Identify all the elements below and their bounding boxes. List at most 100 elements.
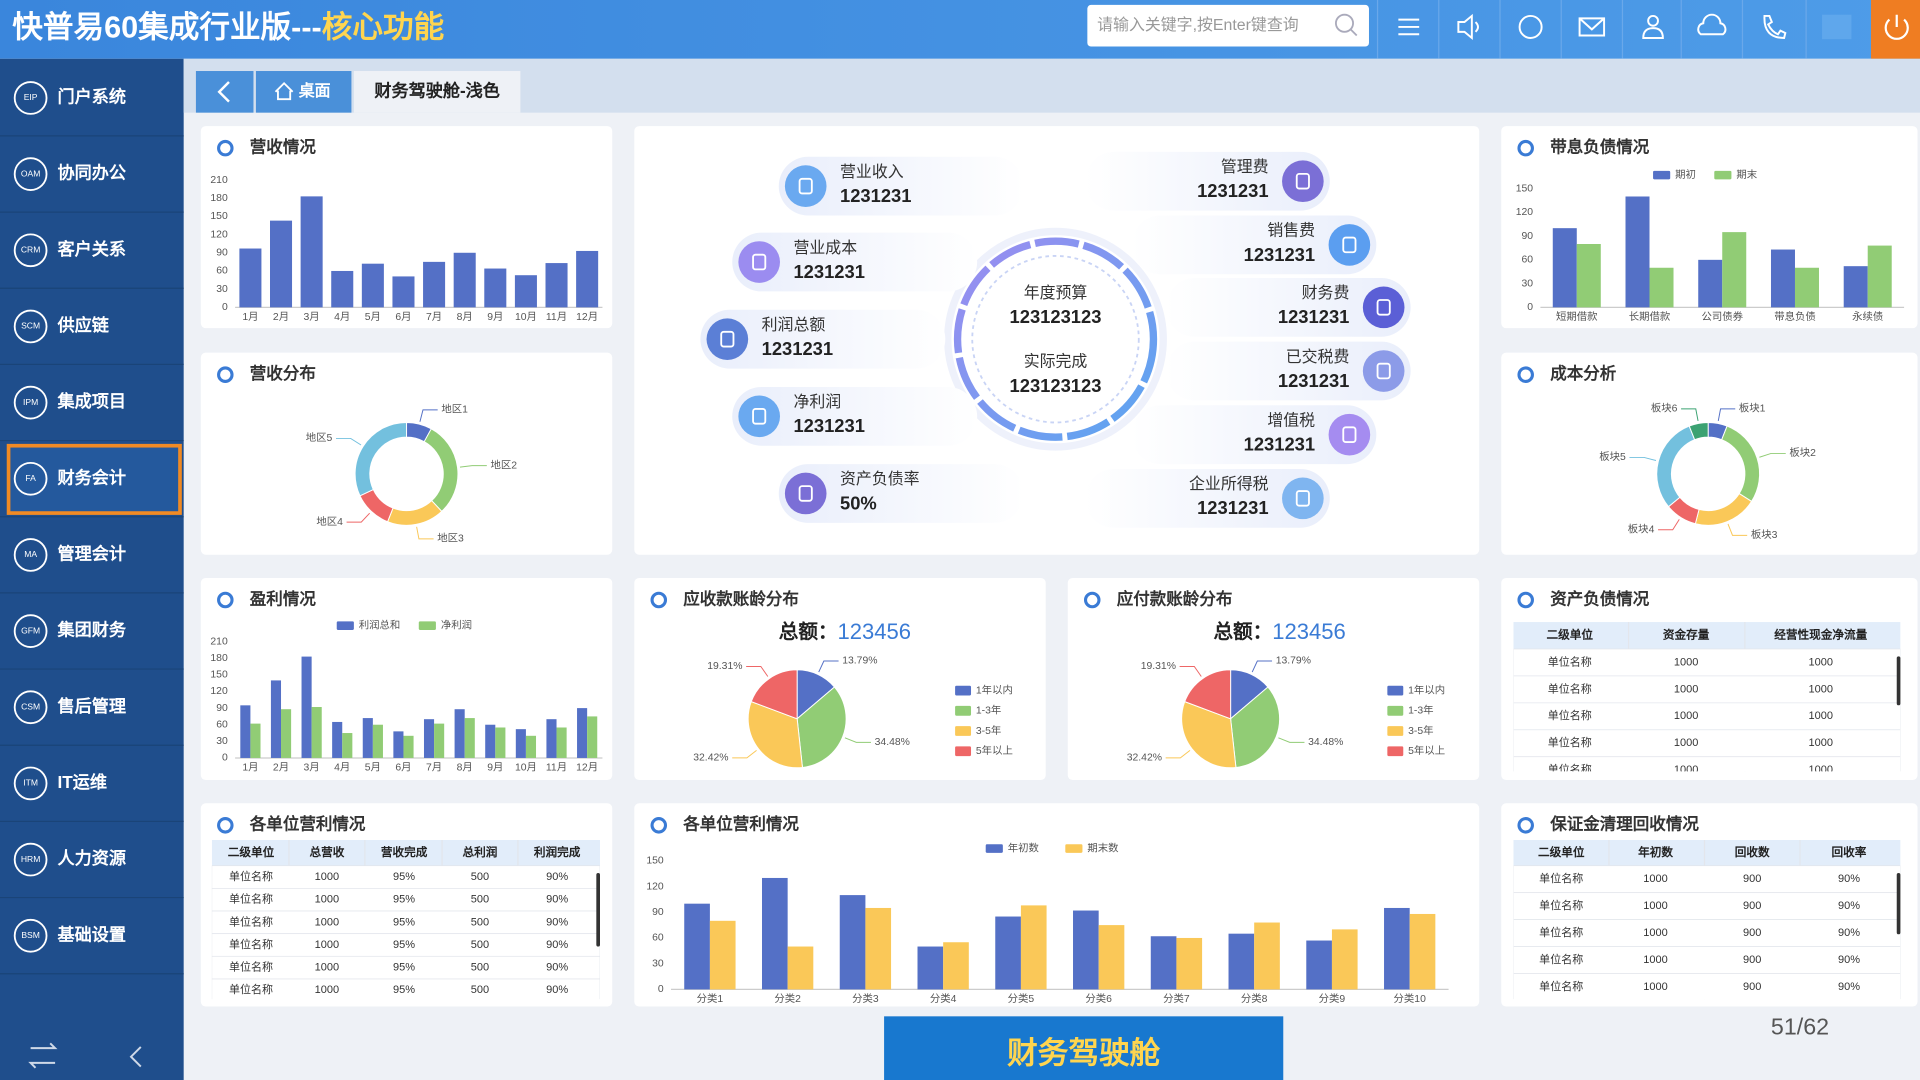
bar bbox=[372, 724, 383, 758]
header-icon[interactable] bbox=[1642, 14, 1664, 39]
header-icon[interactable] bbox=[1763, 14, 1787, 39]
ring-outer bbox=[953, 237, 1158, 441]
sidebar-toggle[interactable] bbox=[28, 1042, 58, 1069]
bar bbox=[1409, 913, 1436, 990]
header-icon[interactable] bbox=[1518, 14, 1543, 39]
tab-back[interactable] bbox=[195, 71, 254, 113]
header-icon[interactable] bbox=[1697, 13, 1727, 36]
header-icon[interactable] bbox=[1578, 17, 1606, 37]
table-cell: 单位名称 bbox=[229, 869, 273, 883]
kpi-value: 1231231 bbox=[1278, 370, 1349, 391]
panel-title: 各单位营利情况 bbox=[682, 814, 799, 834]
bar bbox=[1552, 228, 1577, 308]
panel-title-icon bbox=[650, 591, 668, 609]
panel-title-icon bbox=[217, 591, 234, 609]
sidebar-label[interactable]: 人力资源 bbox=[58, 848, 127, 868]
bar bbox=[1384, 907, 1410, 990]
slice bbox=[1184, 669, 1232, 720]
kpi-label: 企业所得税 bbox=[1189, 475, 1269, 493]
bar bbox=[545, 263, 568, 308]
bar bbox=[301, 656, 312, 758]
tab-desktop[interactable] bbox=[255, 71, 352, 113]
leader-line bbox=[818, 660, 839, 673]
leader-line bbox=[732, 749, 757, 759]
table-cell: 1000 bbox=[1809, 656, 1834, 668]
leader-line bbox=[1251, 660, 1273, 673]
table-header-cell: 二级单位 bbox=[228, 845, 275, 859]
table-header bbox=[1513, 840, 1901, 866]
table-row bbox=[1513, 729, 1901, 758]
tab-active[interactable] bbox=[353, 71, 521, 113]
bar bbox=[1254, 922, 1280, 990]
x-tick-label: 10月 bbox=[515, 762, 537, 774]
sidebar-label[interactable]: 客户关系 bbox=[57, 239, 127, 259]
leader-line bbox=[1717, 408, 1736, 422]
bar bbox=[556, 727, 567, 758]
y-tick-label: 30 bbox=[652, 958, 664, 969]
sidebar-code: GFM bbox=[21, 625, 40, 635]
legend-label: 3-5年 bbox=[976, 724, 1001, 737]
y-tick-label: 90 bbox=[652, 907, 664, 918]
sidebar-label[interactable]: 集团财务 bbox=[57, 620, 127, 640]
sidebar-label[interactable]: 集成项目 bbox=[57, 391, 127, 411]
y-tick-label: 90 bbox=[216, 703, 228, 714]
search-box[interactable] bbox=[1087, 4, 1369, 47]
sidebar-icon bbox=[13, 233, 48, 268]
sidebar-active bbox=[6, 443, 182, 515]
power-button[interactable] bbox=[1871, 0, 1920, 59]
x-tick-label: 4月 bbox=[334, 311, 350, 323]
sidebar-collapse[interactable] bbox=[129, 1046, 142, 1068]
sidebar-label[interactable]: 供应链 bbox=[57, 315, 110, 335]
slice-label: 板块6 bbox=[1651, 402, 1678, 415]
kpi-icon-glyph bbox=[1376, 299, 1391, 316]
y-tick-label: 60 bbox=[1521, 255, 1533, 266]
sidebar-label[interactable]: 管理会计 bbox=[58, 543, 127, 563]
legend-label: 1年以内 bbox=[1408, 683, 1445, 696]
x-tick-label: 分类5 bbox=[1008, 992, 1035, 1005]
sidebar-label[interactable]: 协同办公 bbox=[58, 163, 127, 183]
header-icon[interactable] bbox=[1398, 18, 1420, 36]
table-cell: 90% bbox=[546, 916, 568, 928]
legend-label: 1-3年 bbox=[1408, 704, 1433, 717]
sidebar-label[interactable]: IT运维 bbox=[58, 772, 107, 792]
icon-speaker bbox=[1457, 13, 1479, 41]
bar bbox=[587, 716, 598, 758]
header-icon[interactable] bbox=[1822, 14, 1852, 40]
legend-swatch bbox=[1387, 726, 1404, 736]
x-tick-label: 11月 bbox=[546, 311, 567, 323]
panel-title: 应收款账龄分布 bbox=[683, 588, 799, 608]
y-tick-label: 0 bbox=[1527, 302, 1533, 313]
x-tick-label: 5月 bbox=[365, 762, 381, 774]
panel-title-icon bbox=[650, 817, 668, 834]
table-cell: 95% bbox=[393, 916, 415, 928]
x-tick-label: 分类4 bbox=[930, 992, 957, 1005]
table-cell: 500 bbox=[471, 894, 489, 906]
sidebar-label[interactable]: 财务会计 bbox=[58, 467, 127, 487]
y-tick-label: 30 bbox=[216, 736, 228, 747]
x-tick-label: 分类6 bbox=[1085, 992, 1112, 1005]
bar bbox=[361, 263, 384, 308]
panel-title-icon bbox=[1517, 817, 1534, 834]
legend-label: 期末 bbox=[1736, 168, 1757, 181]
sidebar-label[interactable]: 门户系统 bbox=[58, 86, 127, 106]
x-tick-label: 分类10 bbox=[1394, 992, 1427, 1005]
leader-line bbox=[419, 409, 438, 422]
panel-title: 营收分布 bbox=[250, 363, 316, 383]
kpi-icon bbox=[1282, 160, 1324, 203]
sidebar-icon bbox=[13, 538, 48, 572]
y-tick-label: 0 bbox=[222, 753, 228, 764]
bar bbox=[281, 709, 292, 758]
header-icon[interactable] bbox=[1457, 13, 1479, 41]
slice-label: 板块5 bbox=[1599, 450, 1626, 463]
sidebar-label[interactable]: 售后管理 bbox=[58, 696, 127, 716]
y-tick-label: 120 bbox=[646, 881, 664, 892]
table-cell: 单位名称 bbox=[229, 914, 273, 928]
kpi-value: 1231231 bbox=[1244, 244, 1315, 265]
table-header-cell: 年初数 bbox=[1638, 845, 1673, 859]
leader-line bbox=[746, 665, 769, 677]
x-tick-label: 8月 bbox=[457, 311, 473, 323]
table-header-cell: 二级单位 bbox=[1547, 628, 1594, 642]
legend-swatch bbox=[1653, 170, 1671, 180]
kpi-icon bbox=[1362, 350, 1405, 392]
sidebar-label[interactable]: 基础设置 bbox=[58, 924, 127, 944]
